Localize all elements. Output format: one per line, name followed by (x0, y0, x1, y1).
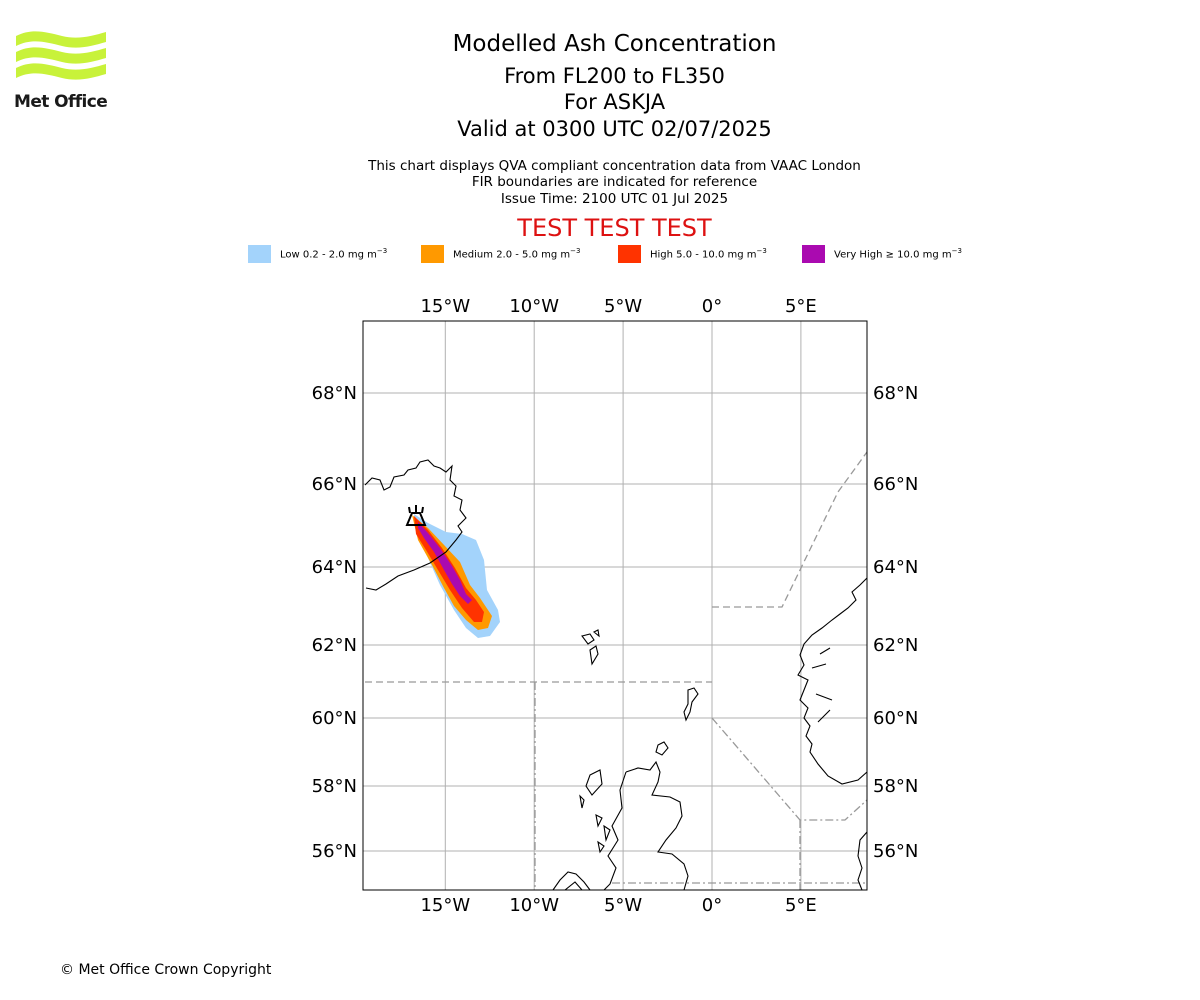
coastlines (364, 459, 868, 891)
legend-item-high: High 5.0 - 10.0 mg m−3 (618, 244, 767, 264)
lat-tick-label-left: 66°N (312, 474, 357, 495)
lon-tick-label-top: 5°E (785, 296, 817, 317)
denmark-coast (857, 831, 868, 891)
graticule (363, 321, 867, 890)
legend-swatch-low (248, 245, 271, 263)
legend-label-low: Low 0.2 - 2.0 mg m−3 (280, 247, 388, 261)
legend-label-medium: Medium 2.0 - 5.0 mg m−3 (453, 247, 581, 261)
lon-tick-label-bottom: 5°W (604, 895, 642, 916)
lat-tick-label-left: 64°N (312, 557, 357, 578)
scotland-coast (603, 760, 689, 891)
legend-item-very-high: Very High ≥ 10.0 mg m−3 (802, 244, 962, 264)
faroe-islands-coast (581, 629, 600, 666)
lat-tick-label-right: 62°N (873, 635, 918, 656)
lat-tick-label-right: 56°N (873, 841, 918, 862)
lon-tick-label-top: 15°W (420, 296, 470, 317)
hebrides-coast (579, 741, 669, 854)
volcano-icon (405, 505, 427, 526)
chart-note: This chart displays QVA compliant concen… (368, 158, 861, 174)
ireland-coast (552, 871, 591, 891)
fir-boundary-north-sea (711, 717, 868, 821)
issue-time: Issue Time: 2100 UTC 01 Jul 2025 (500, 191, 729, 207)
logo-text: Met Office (14, 92, 108, 112)
lat-tick-label-left: 60°N (312, 708, 357, 729)
volcano-marker (405, 505, 427, 526)
copyright: © Met Office Crown Copyright (60, 962, 272, 978)
lon-tick-label-bottom: 15°W (420, 895, 470, 916)
lat-tick-label-left: 58°N (312, 776, 357, 797)
fir-boundaries (365, 451, 868, 890)
lat-tick-label-left: 56°N (312, 841, 357, 862)
lat-tick-label-right: 64°N (873, 557, 918, 578)
lat-tick-label-left: 68°N (312, 383, 357, 404)
ash-plume (412, 514, 500, 638)
lon-tick-label-bottom: 10°W (509, 895, 559, 916)
map-frame (362, 320, 868, 891)
flight-levels: From FL200 to FL350 (504, 64, 725, 88)
lat-tick-label-right: 66°N (873, 474, 918, 495)
norway-coast (797, 577, 868, 785)
lat-tick-label-right: 68°N (873, 383, 918, 404)
met-office-logo (16, 31, 106, 80)
lon-tick-label-top: 5°W (604, 296, 642, 317)
fir-boundary-scottish (712, 451, 868, 608)
legend-swatch-very-high (802, 245, 825, 263)
lon-tick-label-top: 10°W (509, 296, 559, 317)
legend-swatch-high (618, 245, 641, 263)
lon-tick-label-bottom: 5°E (785, 895, 817, 916)
chart-title: Modelled Ash Concentration (452, 31, 777, 57)
lat-tick-label-right: 58°N (873, 776, 918, 797)
legend-item-low: Low 0.2 - 2.0 mg m−3 (248, 244, 387, 264)
volcano-name: For ASKJA (563, 90, 666, 114)
fir-note: FIR boundaries are indicated for referen… (471, 174, 758, 190)
legend-label-high: High 5.0 - 10.0 mg m−3 (650, 247, 767, 261)
lon-tick-label-top: 0° (702, 296, 722, 317)
valid-time: Valid at 0300 UTC 02/07/2025 (457, 117, 772, 141)
lat-tick-label-left: 62°N (312, 635, 357, 656)
lat-tick-label-right: 60°N (873, 708, 918, 729)
legend-swatch-medium (421, 245, 444, 263)
iceland-coast (364, 459, 467, 591)
axis-tick-labels: 15°W 15°W 10°W 10°W 5°W 5°W 0° 0° 5°E 5°E 56°N 56°N… (312, 296, 919, 916)
test-banner: TEST TEST TEST (517, 214, 712, 242)
shetland-coast (683, 687, 699, 722)
ash-contour-very-high (418, 522, 472, 604)
fir-boundary-south (534, 682, 867, 890)
lon-tick-label-bottom: 0° (702, 895, 722, 916)
legend-item-medium: Medium 2.0 - 5.0 mg m−3 (421, 244, 581, 264)
legend-label-very-high: Very High ≥ 10.0 mg m−3 (834, 247, 962, 261)
